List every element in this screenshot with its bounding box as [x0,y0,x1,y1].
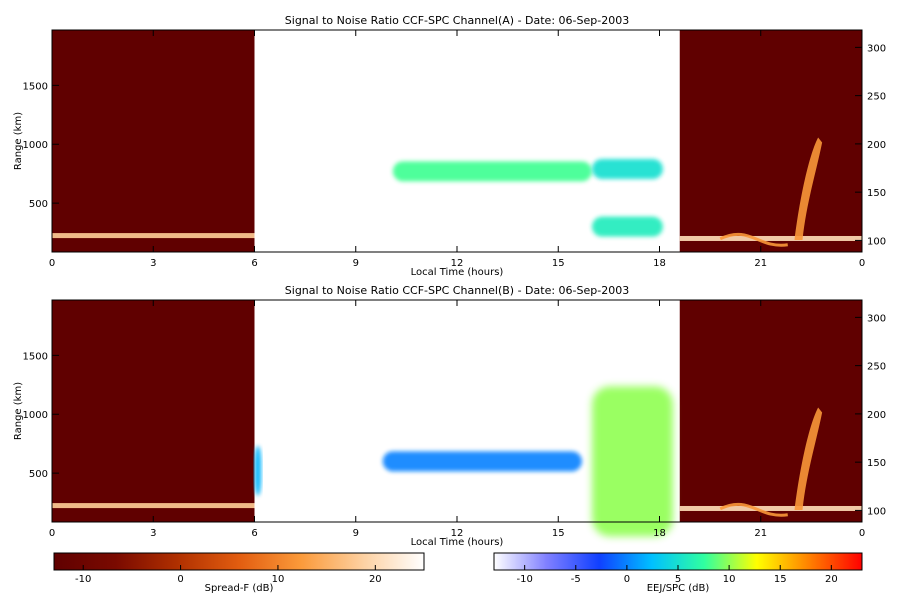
colorbar-tick-label: 0 [177,574,183,585]
spread-f-echo [794,137,823,240]
eej-spc-echo [592,386,673,537]
y2-tick-label: 300 [867,43,886,54]
y2-tick-label: 150 [867,188,886,199]
y2-tick-label: 100 [867,506,886,517]
y2-tick-label: 100 [867,236,886,247]
y-tick-label: 500 [29,199,48,210]
y2-tick-label: 200 [867,410,886,421]
spread-f-colorbar-label: Spread-F (dB) [205,583,274,594]
panel-a-xlabel: Local Time (hours) [411,267,504,278]
y-tick-label: 1500 [23,81,48,92]
y-tick-label: 1500 [23,351,48,362]
panel-a-y-ticks: 500 1000 1500 [23,81,59,210]
colorbar-tick-label: 10 [723,574,736,585]
spread-f-region [52,30,255,252]
eej-spc-echo [254,445,262,496]
eej-spc-colorbar-label: EEJ/SPC (dB) [647,583,710,594]
x-tick-label: 12 [451,258,464,269]
x-tick-label: 6 [251,528,257,539]
panel-b-x-ticks: 0 3 6 9 12 15 18 21 0 [49,300,865,539]
x-tick-label: 12 [451,528,464,539]
x-tick-label: 3 [150,528,156,539]
panel-a-x-ticks: 0 3 6 9 12 15 18 21 0 [49,30,865,269]
eej-spc-echo [392,161,592,182]
colorbar-tick-label: -10 [516,574,532,585]
spread-f-echo [719,502,788,517]
spread-f-echo [719,232,788,247]
eej-spc-echo [592,158,663,179]
x-tick-label: 18 [653,258,666,269]
panel-b-ylabel: Range (km) [13,382,24,440]
x-tick-label: 9 [353,528,359,539]
colorbar-tick-label: 20 [369,574,382,585]
eej-spc-colorbar: -10 -5 0 5 10 15 20 EEJ/SPC (dB) [493,552,863,594]
y2-tick-label: 250 [867,92,886,103]
spread-f-echo [679,235,862,241]
colorbar-tick-label: 20 [825,574,838,585]
colorbar-tick-label: -10 [75,574,91,585]
x-tick-label: 6 [251,258,257,269]
panel-b-echo-layer [52,300,862,537]
x-tick-label: 9 [353,258,359,269]
y2-tick-label: 250 [867,362,886,373]
spread-f-region [679,300,862,522]
eej-spc-echo [382,451,582,472]
spread-f-echo [794,407,823,510]
colorbar-tick-label: 5 [675,574,681,585]
spread-f-echo [52,503,255,509]
spread-f-colorbar-fill [53,552,425,571]
panel-channel-b: Signal to Noise Ratio CCF-SPC Channel(B)… [13,284,886,548]
spread-f-colorbar-ticks: -10 0 10 20 [75,565,382,585]
colorbar-tick-label: 15 [774,574,787,585]
y-tick-label: 500 [29,469,48,480]
spread-f-region [679,30,862,252]
y-tick-label: 1000 [23,410,48,421]
y2-tick-label: 150 [867,458,886,469]
panel-a-ylabel: Range (km) [13,112,24,170]
eej-spc-echo [592,216,663,237]
spread-f-echo [52,233,255,239]
x-tick-label: 0 [49,528,55,539]
x-tick-label: 0 [859,258,865,269]
panel-b-y2-ticks: 100 150 200 250 300 [855,313,886,517]
y-tick-label: 1000 [23,140,48,151]
x-tick-label: 18 [653,528,666,539]
eej-spc-colorbar-ticks: -10 -5 0 5 10 15 20 [516,565,838,585]
x-tick-label: 0 [859,528,865,539]
colorbar-tick-label: 10 [272,574,285,585]
x-tick-label: 21 [754,528,767,539]
spread-f-echo [679,505,862,511]
panel-a-title: Signal to Noise Ratio CCF-SPC Channel(A)… [285,14,629,27]
panel-b-xlabel: Local Time (hours) [411,537,504,548]
colorbar-tick-label: 0 [624,574,630,585]
eej-spc-region [254,30,680,252]
spread-f-region [52,300,255,522]
y2-tick-label: 200 [867,140,886,151]
y2-tick-label: 300 [867,313,886,324]
panel-a-y2-ticks: 100 150 200 250 300 [855,43,886,247]
panel-b-y-ticks: 500 1000 1500 [23,351,59,480]
panel-b-title: Signal to Noise Ratio CCF-SPC Channel(B)… [285,284,629,297]
x-tick-label: 21 [754,258,767,269]
spread-f-colorbar: -10 0 10 20 Spread-F (dB) [53,552,425,594]
x-tick-label: 15 [552,528,565,539]
panel-a-echo-layer [52,30,862,252]
x-tick-label: 3 [150,258,156,269]
x-tick-label: 15 [552,258,565,269]
panel-channel-a: Signal to Noise Ratio CCF-SPC Channel(A)… [13,14,886,278]
colorbar-tick-label: -5 [571,574,581,585]
x-tick-label: 0 [49,258,55,269]
